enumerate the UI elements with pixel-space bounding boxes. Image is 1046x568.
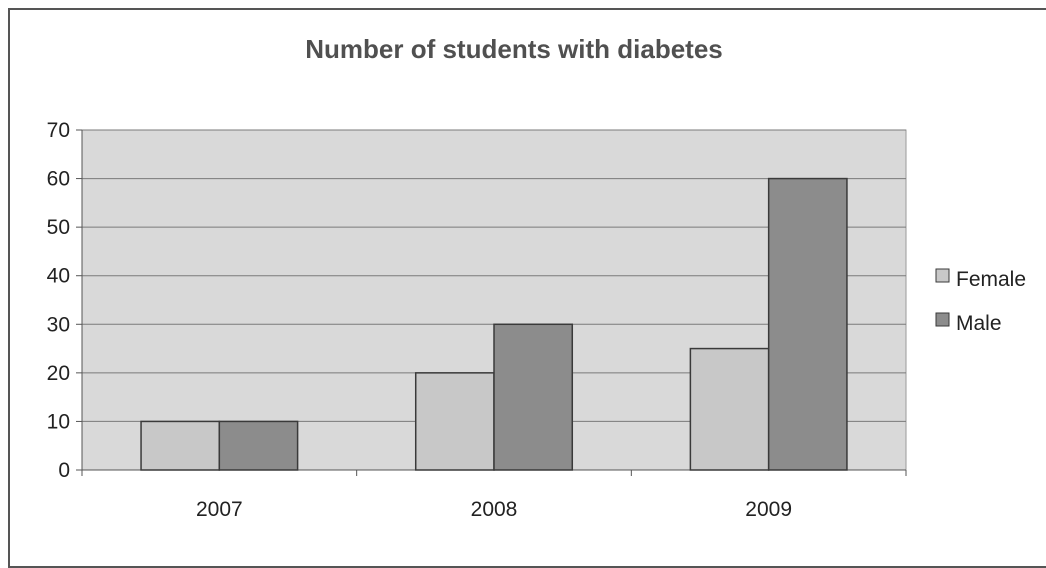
- legend-label-female: Female: [956, 268, 1026, 291]
- x-tick-label: 2009: [745, 498, 792, 521]
- bar-male-2009: [767, 177, 848, 471]
- bar-male-2008: [493, 323, 574, 471]
- bar-female-2007: [140, 420, 221, 471]
- y-tick-label: 10: [47, 410, 70, 433]
- x-axis: 2007 2008 2009: [81, 469, 907, 521]
- bar-male-2007: [218, 420, 299, 471]
- x-tick-label: 2008: [471, 498, 518, 521]
- bar-chart: Number of students with diabetes 0 10 20 30…: [47, 34, 1026, 521]
- bars: [140, 177, 848, 471]
- y-tick-label: 50: [47, 216, 70, 239]
- y-tick-label: 60: [47, 168, 70, 191]
- y-tick-label: 30: [47, 313, 70, 336]
- y-axis: 0 10 20 30 40 50 60 70: [47, 119, 83, 482]
- bar-female-2008: [414, 372, 495, 471]
- legend-label-male: Male: [956, 312, 1002, 335]
- chart-title: Number of students with diabetes: [305, 34, 723, 64]
- y-tick-label: 0: [58, 459, 70, 482]
- y-tick-label: 70: [47, 119, 70, 142]
- bar-female-2009: [689, 347, 770, 471]
- y-tick-label: 40: [47, 265, 70, 288]
- legend-swatch-male: [935, 312, 950, 327]
- x-tick-label: 2007: [196, 498, 243, 521]
- y-tick-label: 20: [47, 362, 70, 385]
- legend: Female Male: [935, 268, 1026, 335]
- legend-swatch-female: [935, 268, 950, 283]
